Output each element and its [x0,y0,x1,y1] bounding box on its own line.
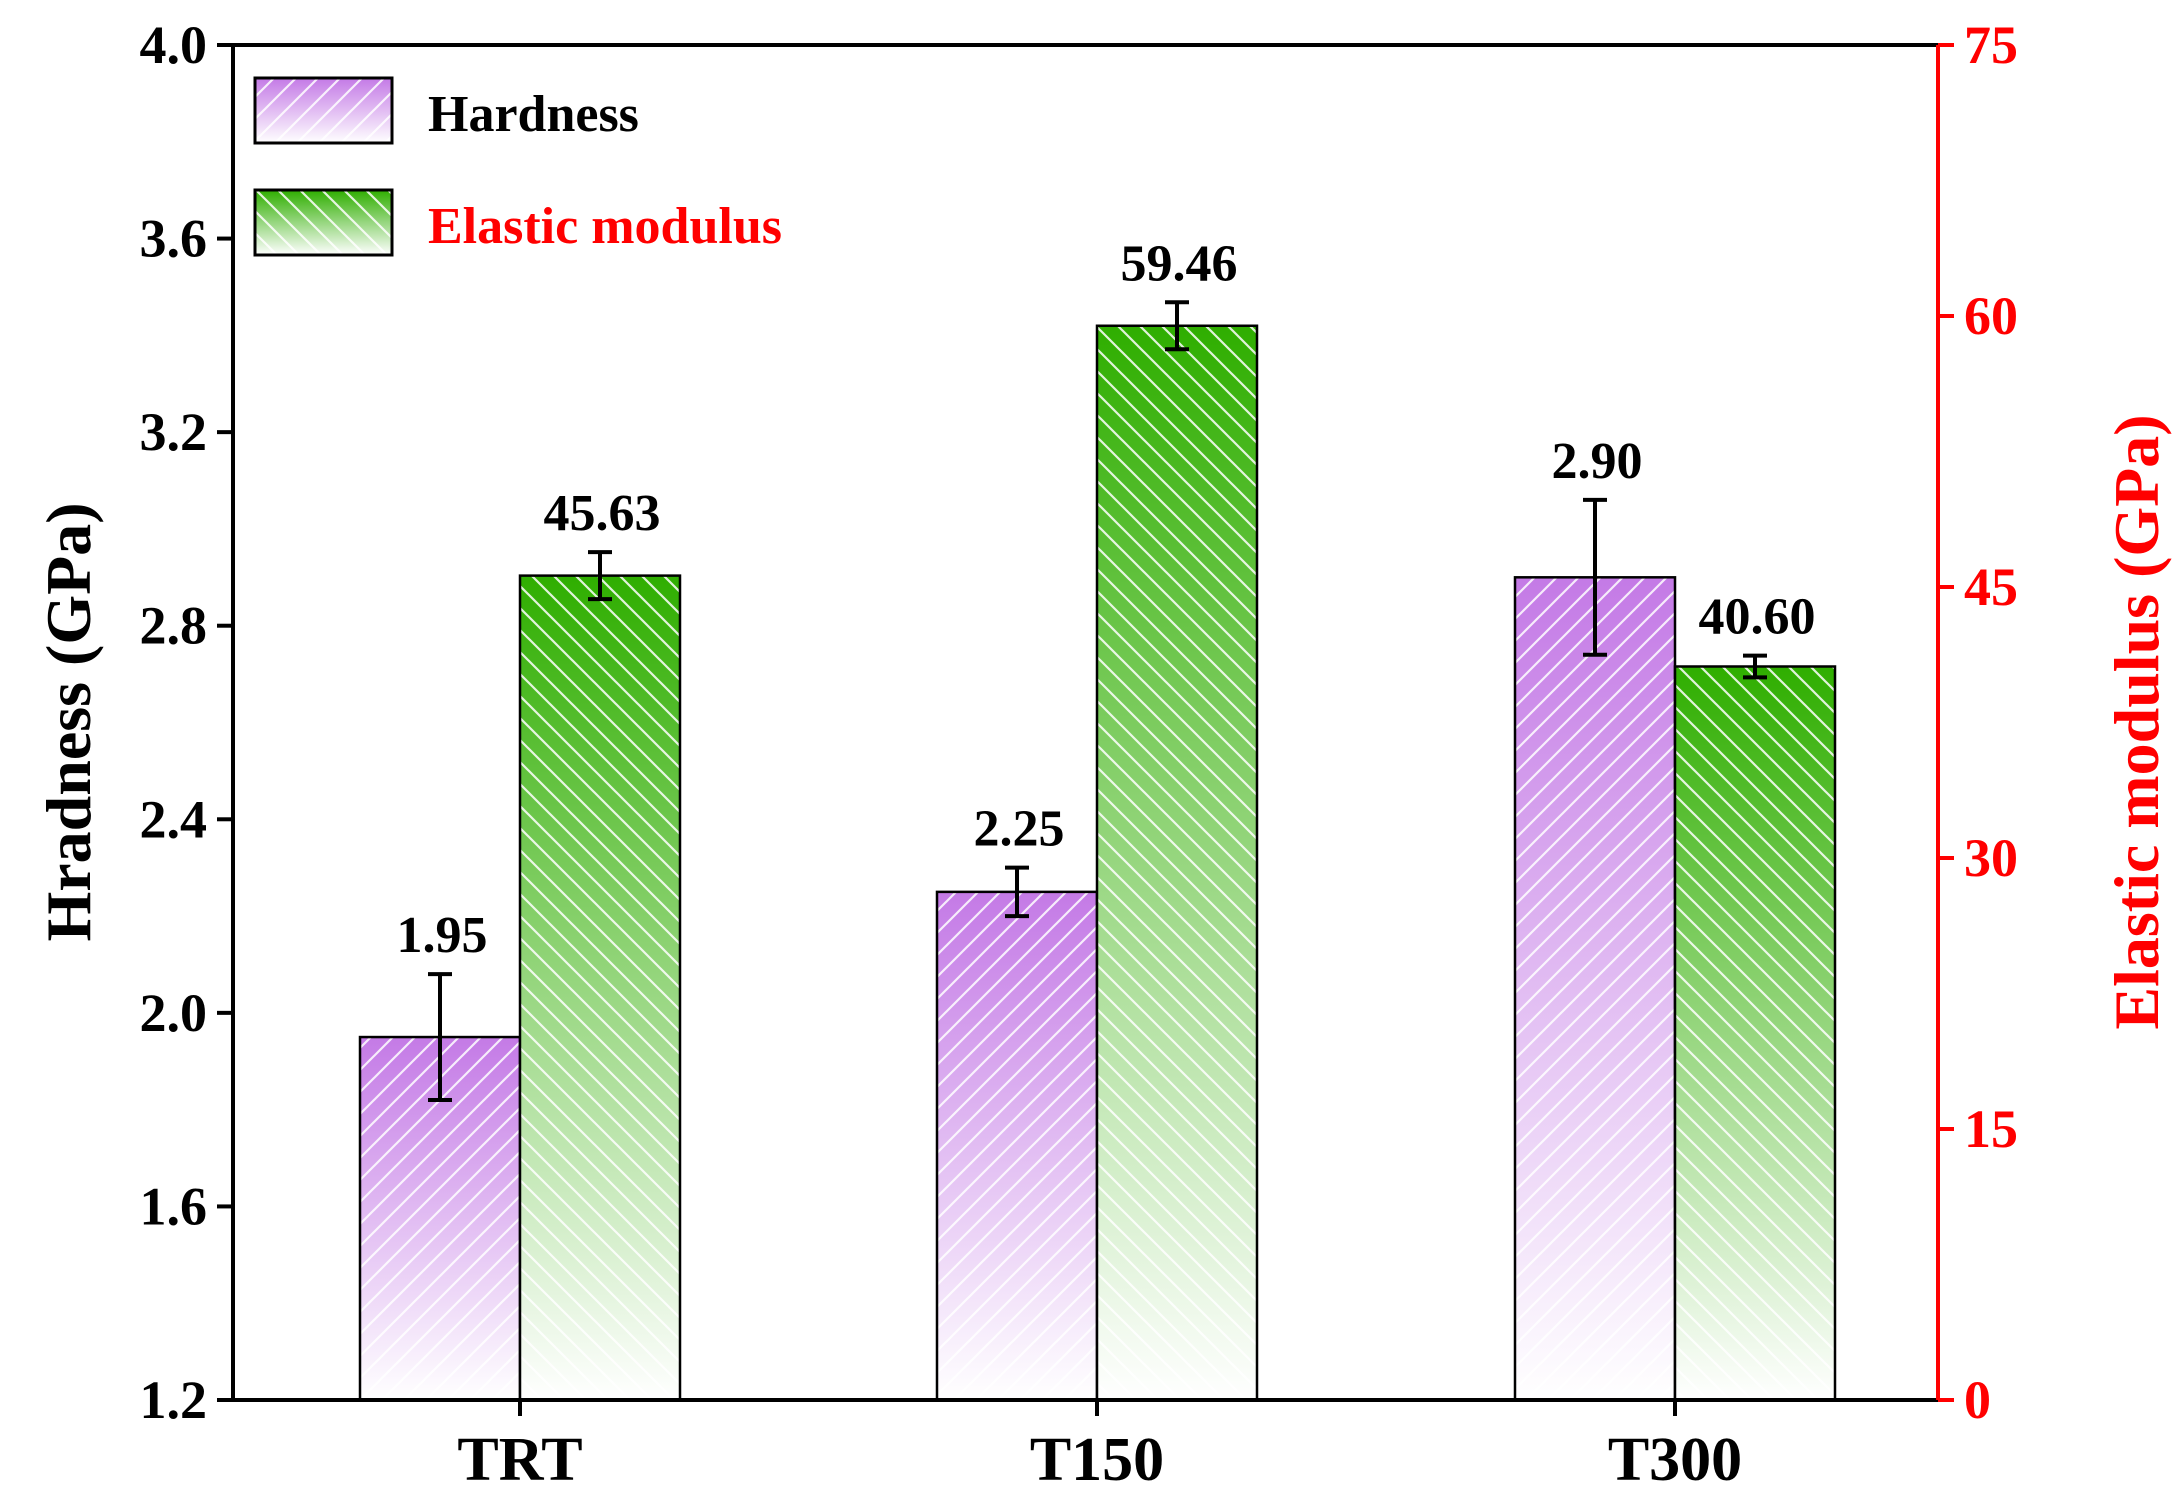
right-tick-label: 60 [1964,286,2018,346]
x-tick-label-t150: T150 [1030,1426,1164,1494]
value-label-elastic-modulus-trt: 45.63 [544,485,661,542]
right-tick-label: 0 [1964,1370,1991,1430]
legend: Hardness Elastic modulus [253,76,782,257]
x-tick-label-t300: T300 [1608,1426,1742,1494]
bar-hatch-hardness-t300 [1513,576,1677,1402]
bar-hatch-elastic-modulus-trt [518,574,682,1402]
right-tick-label: 75 [1964,15,2018,75]
bar-hatch-elastic-modulus-t150 [1095,324,1259,1402]
left-tick-label: 3.2 [140,402,208,462]
x-axis-ticks: TRT T150 T300 [457,1400,1742,1494]
left-tick-label: 1.2 [140,1370,208,1430]
bar-hatch-elastic-modulus-t300 [1673,665,1837,1402]
right-tick-label: 15 [1964,1099,2018,1159]
bars-layer [358,324,1837,1402]
left-axis-title: Hradness (GPa) [33,502,104,941]
value-label-hardness-t150: 2.25 [974,801,1065,858]
right-tick-label: 30 [1964,828,2018,888]
x-tick-label-trt: TRT [457,1426,582,1494]
left-axis-ticks: 1.2 1.6 2.0 2.4 2.8 3.2 3.6 4.0 [140,15,233,1430]
left-tick-label: 4.0 [140,15,208,75]
value-label-elastic-modulus-t300: 40.60 [1699,589,1816,646]
left-tick-label: 2.0 [140,983,208,1043]
left-tick-label: 2.4 [140,789,208,849]
value-label-hardness-t300: 2.90 [1552,433,1643,490]
legend-label-hardness: Hardness [428,86,639,143]
legend-swatch-hardness-hatch [253,76,394,145]
value-label-hardness-trt: 1.95 [397,907,488,964]
legend-swatch-elastic-modulus-hatch [253,188,394,257]
bar-hatch-hardness-t150 [935,890,1099,1402]
left-tick-label: 2.8 [140,596,208,656]
right-axis-title: Elastic modulus (GPa) [2101,414,2172,1029]
left-tick-label: 3.6 [140,209,208,269]
value-label-elastic-modulus-t150: 59.46 [1121,235,1238,292]
error-bars-layer [428,300,1767,1102]
right-axis-ticks: 0 15 30 45 60 75 [1938,15,2018,1430]
value-labels-layer: 1.95 2.25 2.90 45.63 59.46 40.60 [397,235,1816,964]
right-tick-label: 45 [1964,557,2018,617]
legend-label-elastic-modulus: Elastic modulus [428,198,782,255]
left-tick-label: 1.6 [140,1176,208,1236]
